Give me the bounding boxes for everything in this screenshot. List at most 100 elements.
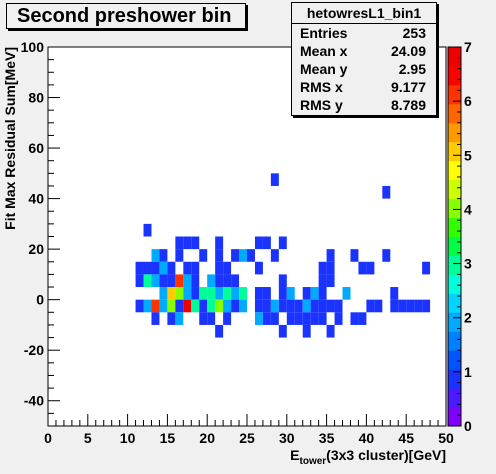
- heatmap-cell: [215, 249, 224, 262]
- heatmap-cell: [366, 261, 375, 275]
- stats-box-name: hetowresL1_bin1: [292, 3, 436, 24]
- heatmap-cell: [215, 274, 224, 288]
- heatmap-cell: [143, 223, 152, 237]
- heatmap-cell: [167, 312, 176, 325]
- heatmap-cell: [286, 287, 295, 300]
- x-axis-title: Etower(3x3 cluster)[GeV]: [290, 447, 446, 467]
- color-scale-band: [448, 407, 461, 427]
- heatmap-cell: [350, 249, 359, 262]
- heatmap-cell: [262, 299, 271, 313]
- y-tick-label: 80: [28, 90, 44, 106]
- x-tick-label: 30: [279, 430, 295, 446]
- heatmap-cell: [223, 299, 232, 313]
- heatmap-cell: [254, 261, 263, 275]
- heatmap-cell: [199, 299, 208, 313]
- heatmap-cell: [382, 185, 391, 199]
- y-tick-label: 20: [28, 241, 44, 257]
- stats-value: 2.95: [398, 61, 426, 77]
- heatmap-cell: [286, 299, 295, 313]
- heatmap-cell: [143, 261, 152, 275]
- heatmap-cell: [239, 287, 247, 300]
- heatmap-cell: [151, 312, 160, 325]
- heatmap-cell: [350, 312, 359, 325]
- heatmap-cell: [151, 299, 160, 313]
- color-scale-band: [448, 122, 461, 143]
- heatmap-cell: [286, 312, 295, 325]
- heatmap-cell: [278, 274, 287, 288]
- z-tick-label: 6: [464, 93, 472, 109]
- color-scale-band: [448, 369, 461, 389]
- heatmap-cell: [334, 312, 343, 325]
- heatmap-cell: [159, 274, 168, 288]
- stats-row-entries: Entries 253: [292, 24, 436, 42]
- heatmap-cell: [254, 287, 263, 300]
- heatmap-cell: [318, 287, 327, 300]
- z-tick-label: 0: [464, 418, 472, 434]
- stats-label: Mean x: [300, 43, 348, 59]
- heatmap-cell: [231, 299, 240, 313]
- heatmap-cell: [326, 261, 335, 275]
- heatmap-cell: [191, 299, 200, 313]
- heatmap-cell: [167, 261, 176, 275]
- heatmap-cell: [207, 274, 216, 288]
- heatmap-cell: [310, 287, 319, 300]
- heatmap-cell: [262, 236, 271, 250]
- heatmap-cell: [318, 312, 327, 325]
- z-tick-label: 5: [464, 147, 472, 163]
- y-tick-label: 100: [21, 39, 45, 55]
- y-tick-label: 40: [28, 191, 44, 207]
- stats-label: RMS y: [300, 97, 343, 113]
- heatmap-cell: [390, 287, 399, 300]
- heatmap-cell: [231, 249, 240, 262]
- color-scale-band: [448, 236, 461, 256]
- x-tick-label: 50: [438, 430, 454, 446]
- stats-label: Entries: [300, 25, 348, 41]
- heatmap-cell: [199, 287, 208, 300]
- color-scale-band: [448, 350, 461, 370]
- heatmap-cell: [135, 261, 144, 275]
- heatmap-cell: [175, 274, 184, 288]
- heatmap-cell: [302, 312, 311, 325]
- heatmap-cell: [278, 299, 287, 313]
- heatmap-cell: [207, 299, 216, 313]
- stats-row-mean-x: Mean x 24.09: [292, 42, 436, 60]
- x-tick-label: 10: [120, 430, 136, 446]
- color-scale-band: [448, 388, 461, 408]
- heatmap-cell: [159, 249, 168, 262]
- heatmap-cell: [191, 261, 200, 275]
- heatmap-cell: [294, 299, 303, 313]
- stats-value: 24.09: [390, 43, 426, 59]
- heatmap-cell: [278, 236, 287, 250]
- heatmap-cell: [302, 324, 311, 338]
- heatmap-cell: [191, 287, 200, 300]
- color-scale-band: [448, 160, 461, 181]
- color-scale-band: [448, 331, 461, 351]
- heatmap-cell: [183, 236, 192, 250]
- heatmap-cell: [414, 299, 423, 313]
- heatmap-cell: [278, 324, 287, 338]
- heatmap-cell: [183, 299, 192, 313]
- heatmap-cell: [390, 299, 399, 313]
- heatmap-cell: [239, 299, 247, 313]
- heatmap-cell: [151, 274, 160, 288]
- heatmap-cell: [175, 299, 184, 313]
- heatmap-cell: [302, 299, 311, 313]
- heatmap-cell: [215, 261, 224, 275]
- heatmap-cell: [215, 324, 224, 338]
- y-tick-label: 0: [36, 292, 44, 308]
- x-tick-label: 40: [359, 430, 375, 446]
- heatmap-cell: [223, 312, 232, 325]
- x-axis-title-subscript: tower: [300, 456, 327, 467]
- heatmap-cell: [159, 299, 168, 313]
- x-tick-label: 5: [84, 430, 92, 446]
- stats-label: RMS x: [300, 79, 343, 95]
- x-tick-label: 25: [239, 430, 255, 446]
- heatmap-cell: [318, 261, 327, 275]
- heatmap-cell: [223, 274, 232, 288]
- z-tick-label: 7: [464, 39, 472, 55]
- heatmap-cell: [199, 249, 208, 262]
- heatmap-cell: [167, 299, 176, 313]
- heatmap-cell: [382, 249, 391, 262]
- heatmap-cell: [270, 249, 279, 262]
- heatmap-cell: [294, 312, 303, 325]
